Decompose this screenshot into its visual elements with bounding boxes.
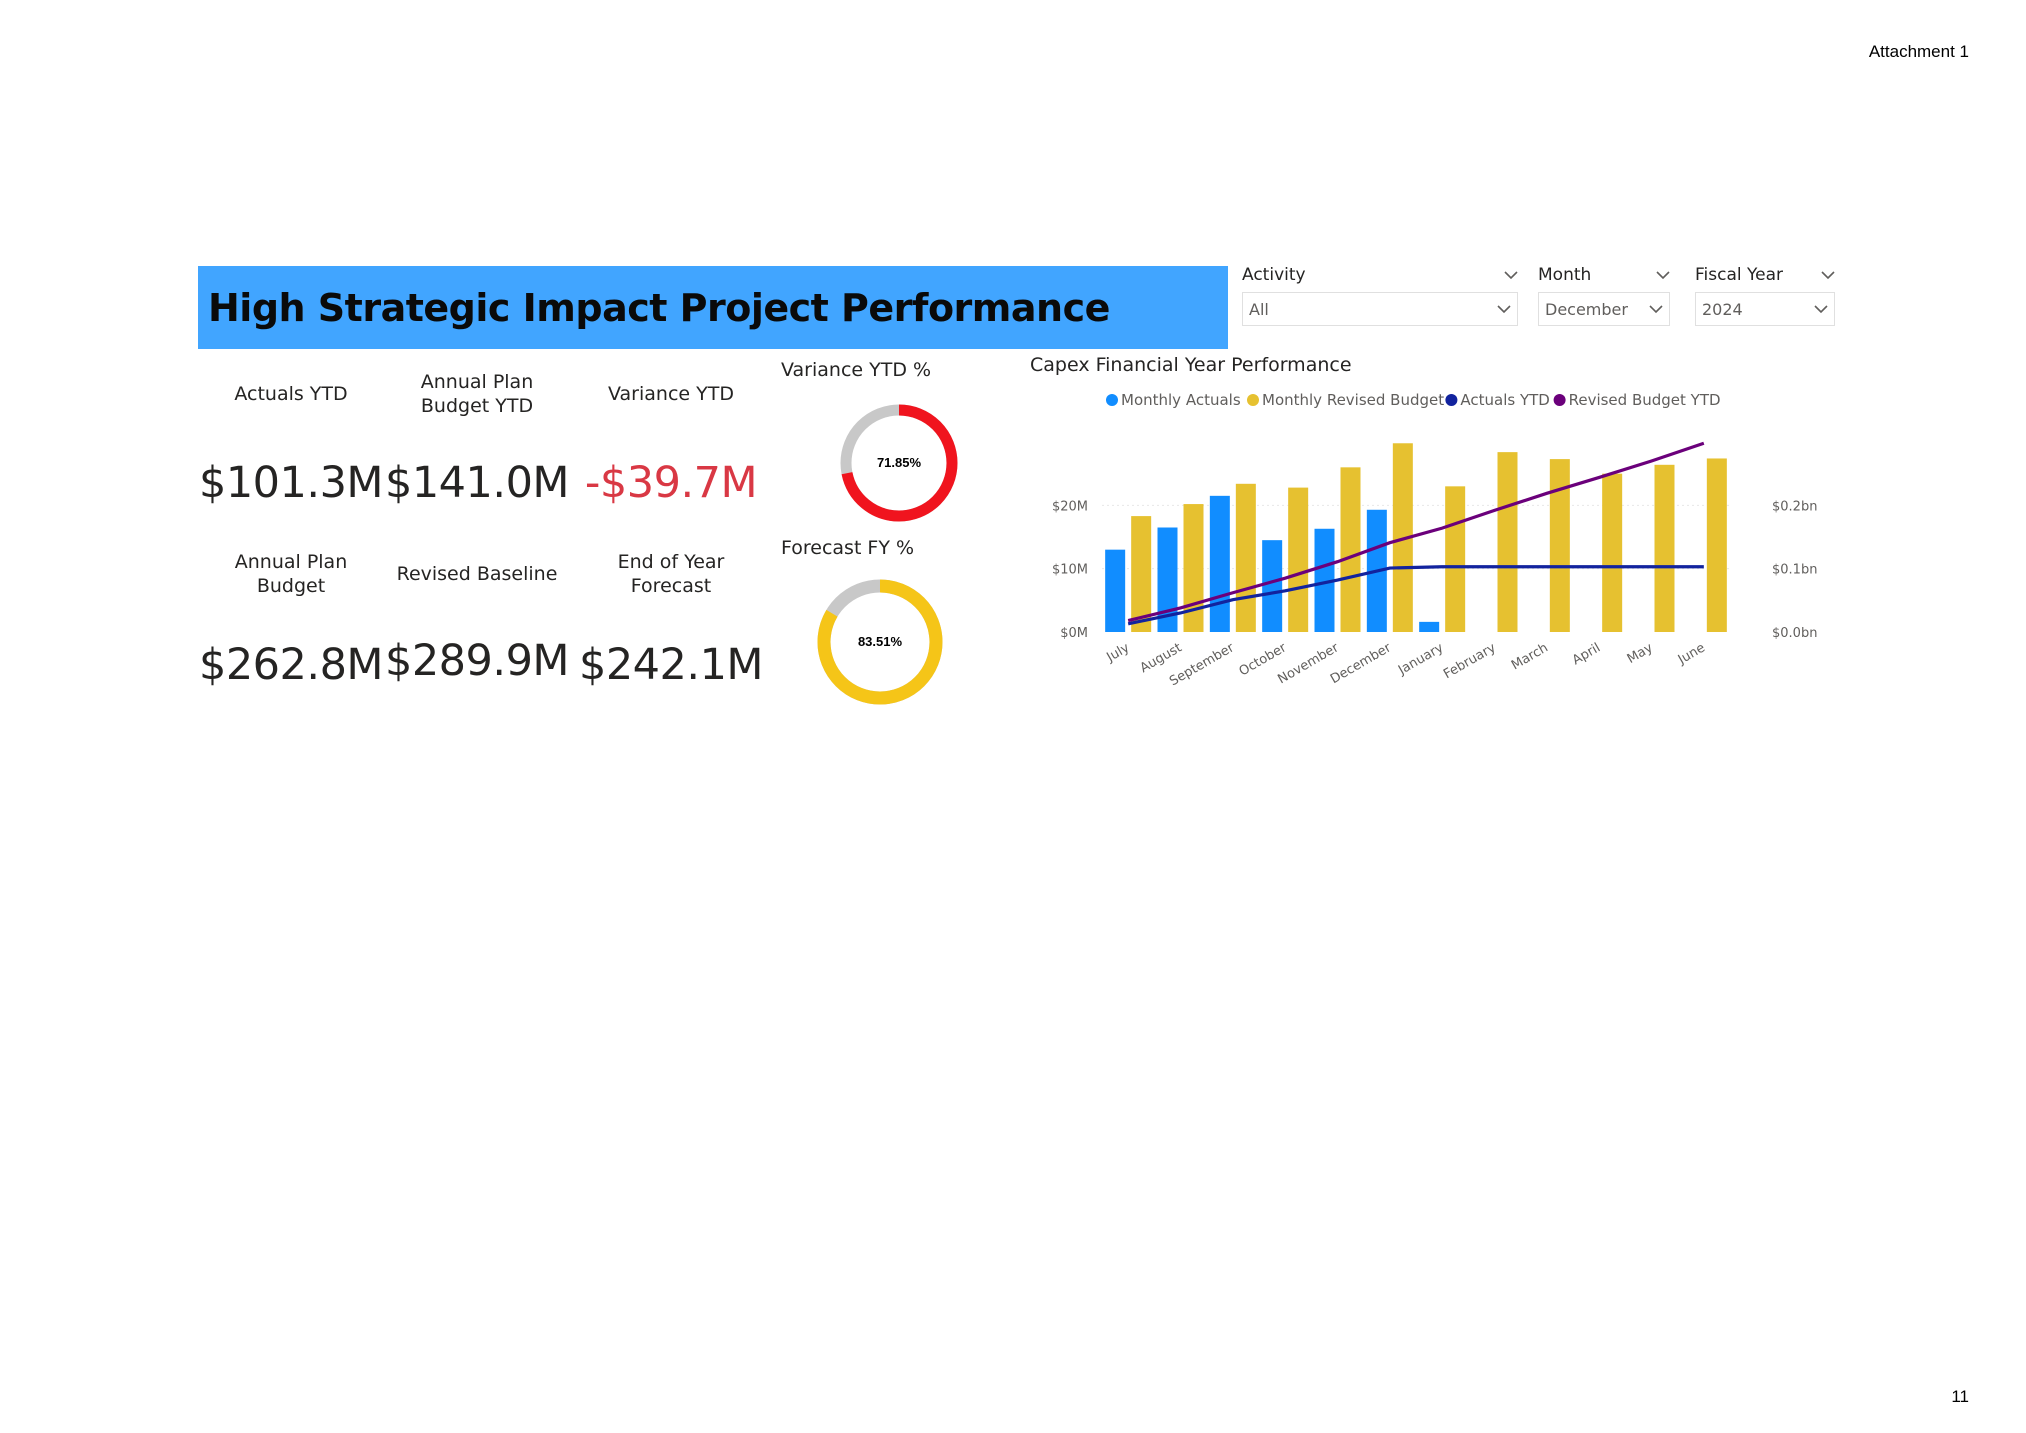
chevron-down-icon <box>1814 305 1828 314</box>
legend-marker <box>1247 394 1259 406</box>
kpi-value: $141.0M <box>384 458 570 508</box>
legend-marker <box>1553 394 1566 406</box>
fiscal-year-dropdown[interactable]: 2024 <box>1695 292 1835 326</box>
bar-monthly-revised-budget <box>1131 516 1152 632</box>
kpi-label: Annual Plan Budget YTD <box>420 371 534 417</box>
kpi-label: Revised Baseline <box>396 563 558 585</box>
bar-monthly-revised-budget <box>1445 486 1466 632</box>
line-revised-budget-ytd <box>1127 441 1705 623</box>
bar-monthly-revised-budget <box>1602 473 1623 632</box>
donut-label: 71.85% <box>877 455 922 470</box>
kpi-actuals-ytd: Actuals YTD $101.3M <box>196 368 386 508</box>
x-axis-tick: December <box>1328 640 1394 687</box>
x-axis-tick: March <box>1509 640 1551 673</box>
activity-dropdown[interactable]: All <box>1242 292 1518 326</box>
legend-item: Actuals YTD <box>1460 391 1549 409</box>
x-axis-tick: July <box>1104 640 1133 665</box>
bar-monthly-actuals <box>1419 621 1440 632</box>
legend-item: Monthly Revised Budget <box>1262 391 1444 409</box>
month-selected-value: December <box>1545 299 1628 319</box>
fiscal-year-slicer-header[interactable]: Fiscal Year <box>1695 258 1835 292</box>
kpi-value: $289.9M <box>384 636 570 686</box>
bar-monthly-revised-budget <box>1706 458 1727 632</box>
kpi-label: End of Year Forecast <box>617 551 725 597</box>
legend-marker <box>1106 394 1118 406</box>
bar-monthly-revised-budget <box>1183 504 1204 632</box>
forecast-fy-pct-donut: 83.51% <box>814 576 946 712</box>
kpi-end-of-year-forecast: End of Year Forecast $242.1M <box>576 548 766 690</box>
variance-ytd-pct-donut: 71.85% <box>836 400 962 530</box>
activity-slicer: Activity All <box>1242 258 1518 336</box>
bar-monthly-actuals <box>1262 540 1283 632</box>
line-actuals-ytd <box>1127 565 1704 626</box>
fiscal-year-selected-value: 2024 <box>1702 299 1743 319</box>
right-axis-tick: $0.1bn <box>1772 563 1817 578</box>
donut-fill <box>817 579 943 705</box>
attachment-label: Attachment 1 <box>1868 42 1969 61</box>
activity-slicer-header[interactable]: Activity <box>1242 258 1518 292</box>
bar-monthly-revised-budget <box>1549 459 1570 632</box>
legend-marker <box>1445 394 1458 406</box>
x-axis-tick: June <box>1675 640 1708 668</box>
kpi-annual-plan-budget: Annual Plan Budget $262.8M <box>196 548 386 690</box>
bar-monthly-actuals <box>1209 495 1230 632</box>
month-dropdown[interactable]: December <box>1538 292 1670 326</box>
chevron-down-icon <box>1497 305 1511 314</box>
month-slicer: Month December <box>1538 258 1670 336</box>
bar-monthly-actuals <box>1157 527 1178 632</box>
fiscal-year-slicer: Fiscal Year 2024 <box>1695 258 1835 336</box>
month-slicer-label: Month <box>1538 265 1592 285</box>
legend-item: Revised Budget YTD <box>1569 391 1721 409</box>
kpi-value: $101.3M <box>198 458 384 508</box>
forecast-fy-pct-title: Forecast FY % <box>781 537 915 559</box>
legend-item: Monthly Actuals <box>1121 391 1241 409</box>
fiscal-year-slicer-label: Fiscal Year <box>1695 265 1784 285</box>
kpi-value: -$39.7M <box>584 458 758 508</box>
bar-monthly-revised-budget <box>1235 483 1256 632</box>
donut-label: 83.51% <box>858 634 903 649</box>
activity-slicer-label: Activity <box>1242 265 1306 285</box>
left-axis-tick: $20M <box>1052 499 1088 514</box>
bar-monthly-actuals <box>1314 528 1335 632</box>
page-number: 11 <box>1951 1387 1969 1406</box>
chevron-down-icon[interactable] <box>1504 268 1518 282</box>
bar-monthly-revised-budget <box>1340 467 1361 632</box>
donut-fill <box>840 404 958 522</box>
left-axis-tick: $10M <box>1052 563 1088 578</box>
report-title: High Strategic Impact Project Performanc… <box>208 285 1110 330</box>
bar-monthly-revised-budget <box>1497 452 1518 632</box>
chevron-down-icon <box>1649 305 1663 314</box>
x-axis-tick: January <box>1395 640 1446 678</box>
month-slicer-header[interactable]: Month <box>1538 258 1670 292</box>
chevron-down-icon[interactable] <box>1821 268 1835 282</box>
kpi-value: $262.8M <box>198 640 384 690</box>
bar-monthly-revised-budget <box>1654 464 1675 632</box>
report-title-banner: High Strategic Impact Project Performanc… <box>198 266 1228 349</box>
kpi-label: Actuals YTD <box>234 383 348 405</box>
activity-selected-value: All <box>1249 299 1269 319</box>
x-axis-tick: February <box>1441 640 1499 682</box>
x-axis-tick: April <box>1570 640 1603 668</box>
capex-combo-chart: $0M $10M $20M $0.0bn $0.1bn $0.2bn Actuals YTD… <box>1052 391 1817 689</box>
bar-monthly-revised-budget <box>1288 487 1309 632</box>
kpi-label: Variance YTD <box>608 383 734 405</box>
chart-title: Capex Financial Year Performance <box>1030 354 1352 376</box>
kpi-label: Annual Plan Budget <box>234 551 348 597</box>
variance-ytd-pct-title: Variance YTD % <box>781 359 932 381</box>
left-axis-tick: $0M <box>1060 626 1088 641</box>
kpi-annual-plan-budget-ytd: Annual Plan Budget YTD $141.0M <box>382 368 572 508</box>
kpi-value: $242.1M <box>578 640 764 690</box>
right-axis-tick: $0.2bn <box>1772 499 1817 514</box>
kpi-variance-ytd: Variance YTD -$39.7M <box>576 368 766 508</box>
kpi-revised-baseline: Revised Baseline $289.9M <box>382 548 572 686</box>
x-axis-tick: May <box>1625 640 1656 667</box>
bar-monthly-actuals <box>1105 549 1126 632</box>
right-axis-tick: $0.0bn <box>1772 626 1817 641</box>
chevron-down-icon[interactable] <box>1656 268 1670 282</box>
